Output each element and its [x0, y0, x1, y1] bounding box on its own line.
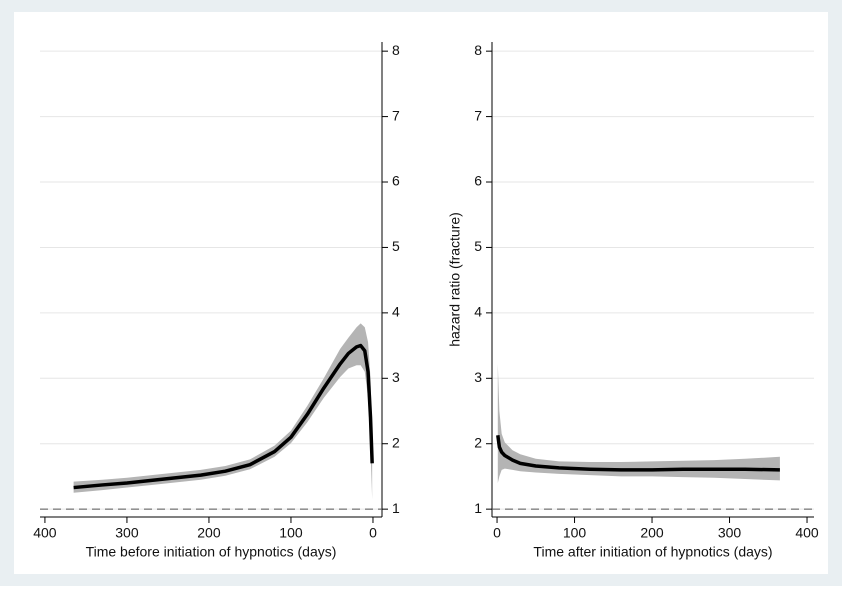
y-tick-label: 4	[474, 304, 482, 320]
y-tick-label: 5	[392, 238, 400, 254]
y-tick-label: 4	[392, 304, 400, 320]
x-tick-label: 200	[640, 525, 664, 541]
x-tick-label: 300	[115, 525, 139, 541]
x-tick-label: 100	[563, 525, 587, 541]
y-tick-label: 6	[474, 173, 482, 189]
y-tick-label: 2	[392, 434, 400, 450]
x-tick-label: 400	[33, 525, 57, 541]
y-tick-label: 6	[392, 173, 400, 189]
x-tick-label: 400	[795, 525, 819, 541]
x-tick-label: 0	[493, 525, 501, 541]
y-axis-title: hazard ratio (fracture)	[447, 212, 463, 347]
y-tick-label: 7	[474, 107, 482, 123]
y-tick-label: 8	[392, 42, 400, 58]
graph-region	[14, 12, 828, 574]
x-tick-label: 300	[718, 525, 742, 541]
x-tick-label: 100	[279, 525, 303, 541]
y-tick-label: 5	[474, 238, 482, 254]
x-tick-label: 200	[197, 525, 221, 541]
y-tick-label: 1	[474, 500, 482, 516]
fit-line	[496, 434, 780, 472]
y-tick-label: 2	[474, 434, 482, 450]
y-tick-label: 7	[392, 107, 400, 123]
x-axis-title: Time after initiation of hypnotics (days…	[533, 544, 772, 560]
y-tick-label: 3	[474, 369, 482, 385]
confidence-band	[73, 323, 373, 500]
y-tick-label: 1	[392, 500, 400, 516]
x-axis-title: Time before initiation of hypnotics (day…	[86, 544, 337, 560]
x-tick-label: 0	[369, 525, 377, 541]
fit-line	[73, 343, 374, 490]
y-tick-label: 8	[474, 42, 482, 58]
y-tick-label: 3	[392, 369, 400, 385]
